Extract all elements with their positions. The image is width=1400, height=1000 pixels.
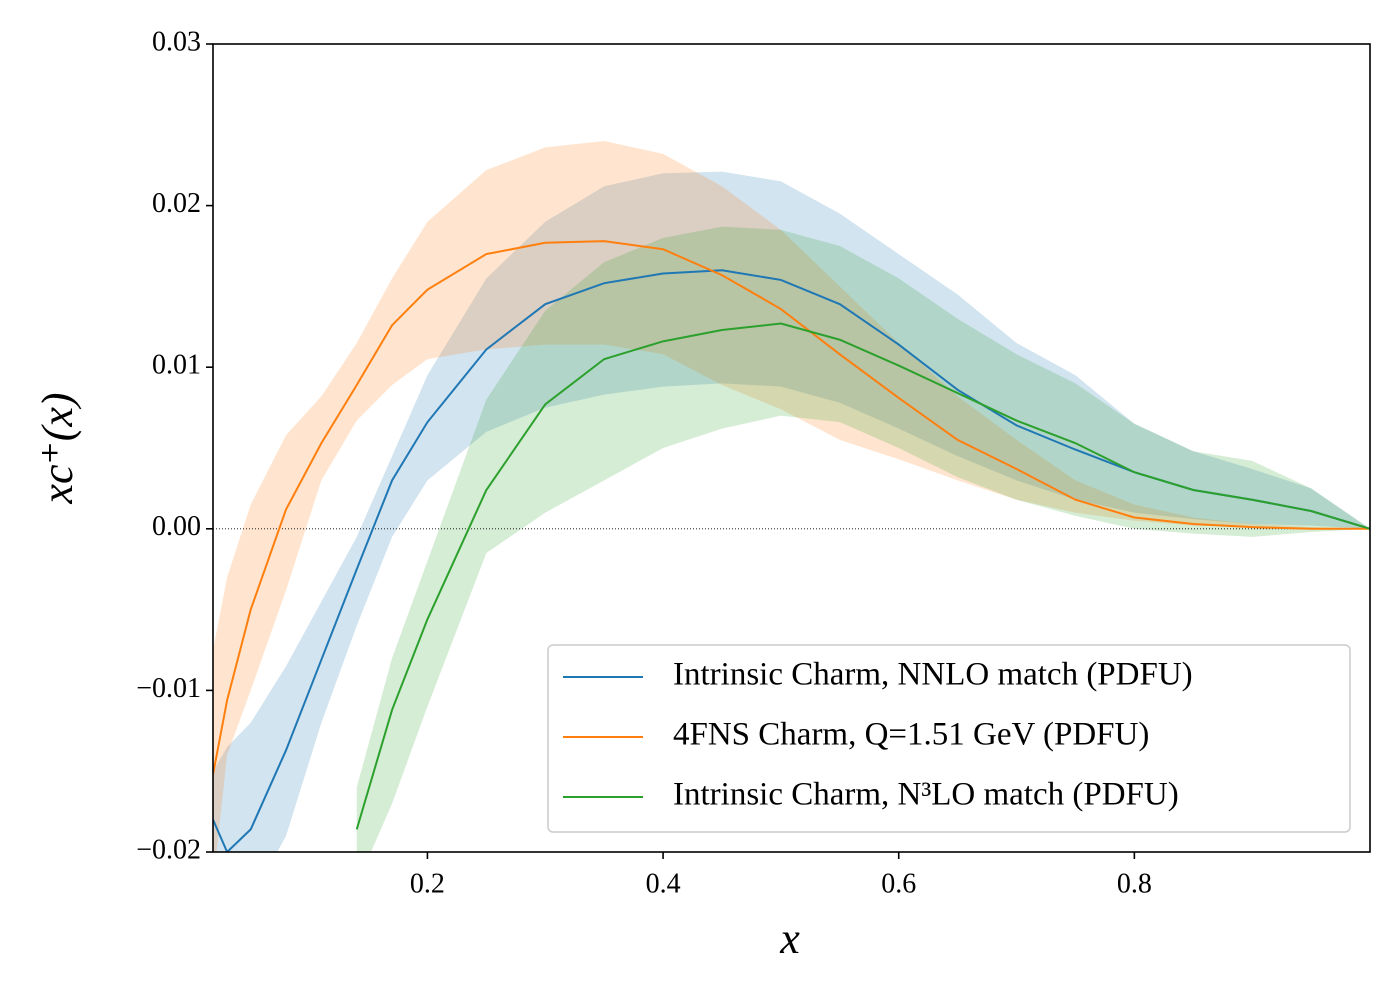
uncertainty-band <box>213 140 1370 852</box>
uncertainty-band <box>213 171 1370 852</box>
y-tick-label: −0.02 <box>136 834 201 865</box>
series-line <box>355 322 1370 830</box>
x-tick-label: 0.4 <box>646 868 681 899</box>
y-tick-label: 0.01 <box>152 350 201 381</box>
x-tick-label: 0.2 <box>410 868 445 899</box>
uncertainty-band <box>356 226 1370 852</box>
x-tick-label: 0.6 <box>881 868 916 899</box>
series-line <box>213 240 1370 775</box>
legend-box <box>547 644 1351 833</box>
y-axis-label: xc⁺(x) <box>33 392 82 504</box>
legend-label: Intrinsic Charm, N³LO match (PDFU) <box>673 777 1179 813</box>
plot-area <box>213 140 1370 852</box>
y-tick-label: 0.02 <box>152 188 201 219</box>
x-axis-label: x <box>779 914 800 963</box>
axes-frame <box>212 43 1371 853</box>
y-tick-label: −0.01 <box>136 673 201 704</box>
y-tick-label: 0.03 <box>152 26 201 57</box>
legend-label: Intrinsic Charm, NNLO match (PDFU) <box>673 657 1193 693</box>
x-tick-label: 0.8 <box>1117 868 1152 899</box>
y-tick-label: 0.00 <box>152 511 201 542</box>
legend-label: 4FNS Charm, Q=1.51 GeV (PDFU) <box>673 717 1149 753</box>
